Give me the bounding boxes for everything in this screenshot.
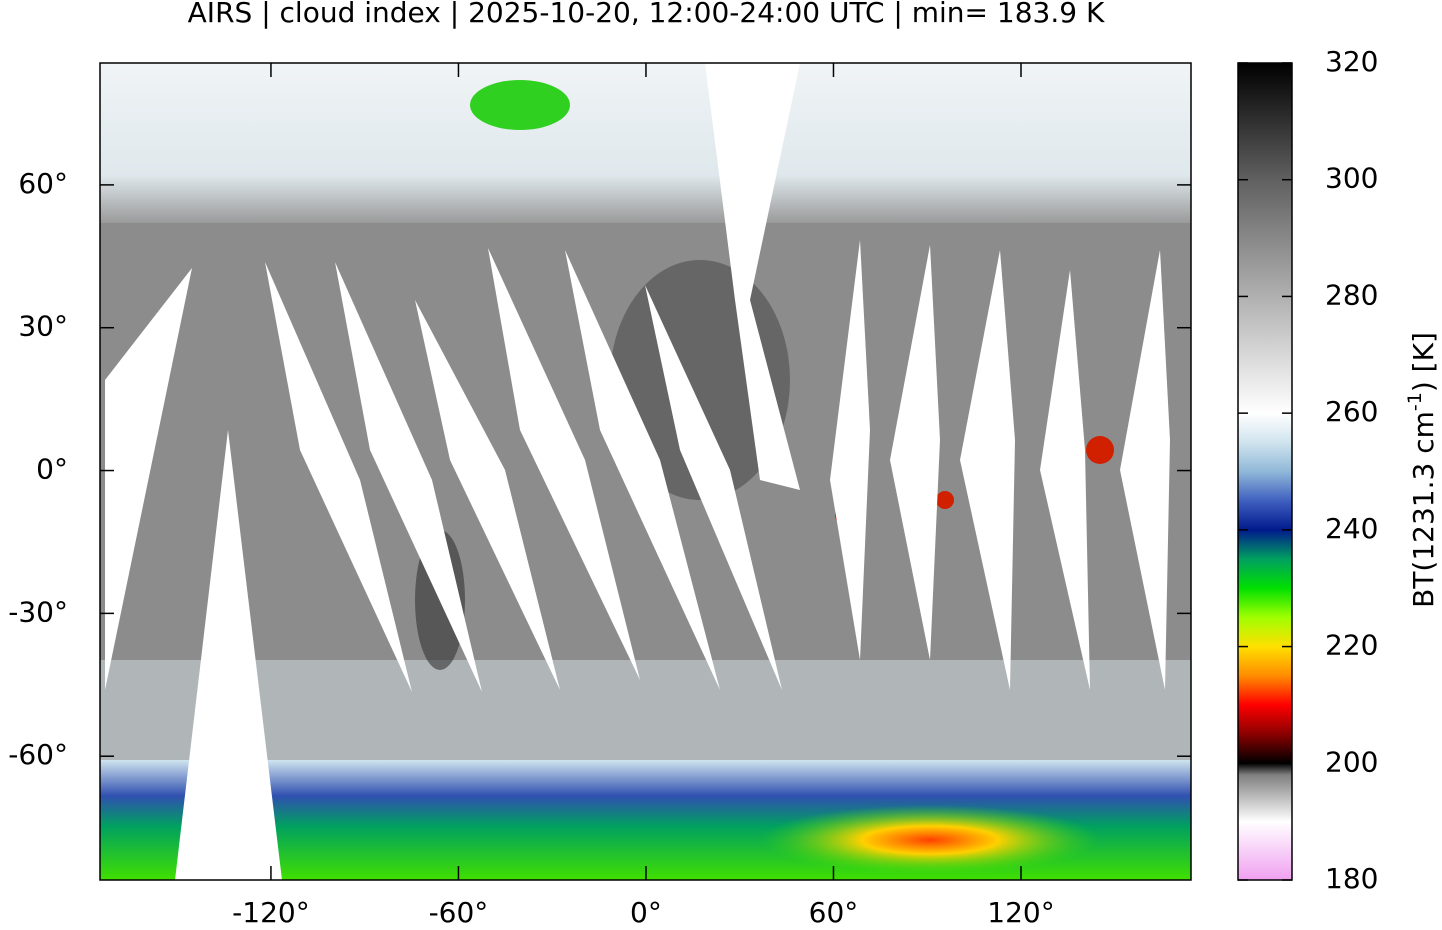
title: AIRS | cloud index | 2025-10-20, 12:00-2… xyxy=(188,0,1105,29)
colorbar-label: BT(1231.3 cm-1) [K] xyxy=(1404,332,1441,608)
satellite-image xyxy=(100,63,1191,880)
colorbar-tick-label: 260 xyxy=(1325,395,1378,428)
y-tick-label: 0° xyxy=(36,453,68,486)
y-tick-label: -30° xyxy=(8,595,68,628)
x-tick-label: 0° xyxy=(630,896,662,929)
colorbar-tick-label: 200 xyxy=(1325,745,1378,778)
label-text: BT(1231.3 cm xyxy=(1407,411,1440,608)
x-tick-label: -60° xyxy=(429,896,489,929)
x-tick-label: 60° xyxy=(809,896,859,929)
colorbar-tick-label: 280 xyxy=(1325,278,1378,311)
label-superscript: -1 xyxy=(1404,392,1426,411)
y-tick-label: 30° xyxy=(18,310,68,343)
colorbar-tick-label: 180 xyxy=(1325,862,1378,895)
colorbar-tick-label: 320 xyxy=(1325,45,1378,78)
y-tick-label: -60° xyxy=(8,738,68,771)
y-tick-label: 60° xyxy=(18,167,68,200)
label-text: ) [K] xyxy=(1407,332,1440,392)
colorbar-tick-label: 300 xyxy=(1325,162,1378,195)
colorbar xyxy=(1237,62,1293,881)
colorbar-tick-label: 220 xyxy=(1325,629,1378,662)
x-tick-label: 120° xyxy=(987,896,1054,929)
x-tick-label: -120° xyxy=(232,896,310,929)
colorbar-tick-label: 240 xyxy=(1325,512,1378,545)
